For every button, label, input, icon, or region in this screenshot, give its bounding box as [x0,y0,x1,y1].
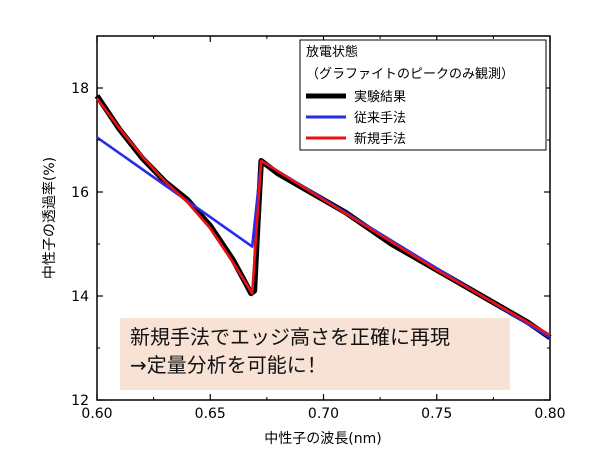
legend-title: 放電状態 [306,44,358,60]
x-axis-label: 中性子の波長(nm) [264,431,381,447]
legend-subtitle: （グラファイトのピークのみ観測） [306,67,514,82]
y-tick-label: 16 [71,185,89,201]
x-tick-label: 0.70 [308,406,339,422]
legend-label-experiment: 実験結果 [354,89,406,105]
legend: 放電状態 （グラファイトのピークのみ観測） 実験結果 従来手法 新規手法 [299,39,547,151]
annotation-box: 新規手法でエッジ高さを正確に再現 →定量分析を可能に！ [120,318,510,390]
y-tick-label: 12 [71,393,89,409]
x-tick-label: 0.60 [81,406,112,422]
annotation-line-1: 新規手法でエッジ高さを正確に再現 [130,325,450,349]
x-tick-label: 0.75 [421,406,452,422]
series-line-2 [95,97,551,337]
legend-label-new-method: 新規手法 [354,131,406,147]
series-line-1 [96,136,551,339]
y-tick-label: 14 [71,289,89,305]
y-tick-label: 18 [71,81,89,97]
legend-label-conventional: 従来手法 [354,111,406,126]
ticks-layer: 0.60 0.65 0.70 0.75 0.80 12 14 16 18 [71,36,566,422]
series-layer [94,94,552,340]
y-axis-label: 中性子の透過率(%) [41,157,58,279]
x-tick-label: 0.65 [195,406,226,422]
x-tick-label: 0.80 [534,406,565,422]
annotation-line-2: →定量分析を可能に！ [130,353,327,377]
